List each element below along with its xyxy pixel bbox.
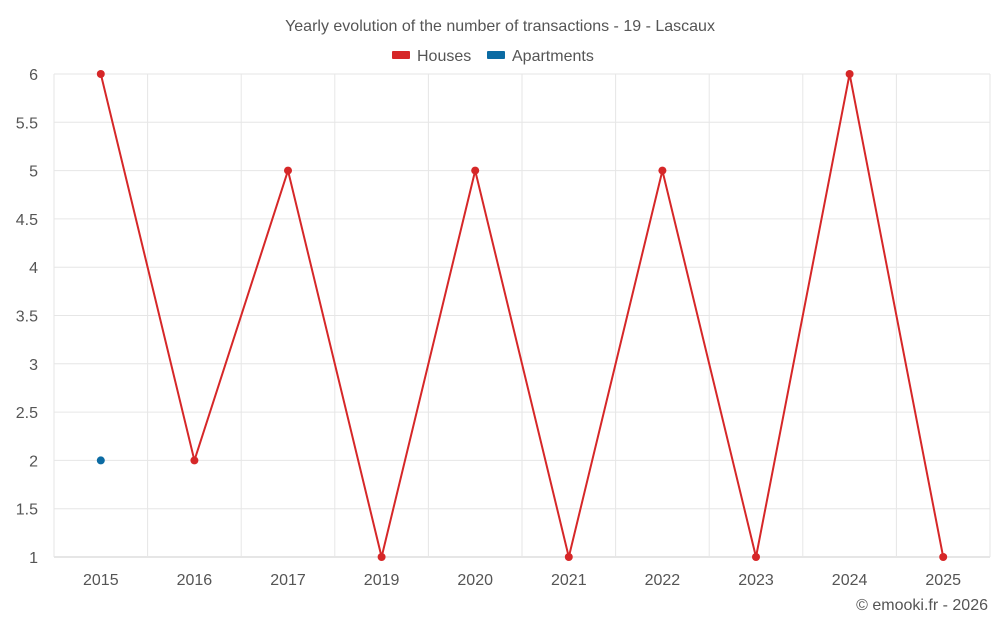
data-point-apartments-2015[interactable] bbox=[96, 456, 105, 465]
legend-label-apartments: Apartments bbox=[512, 48, 594, 65]
x-tick-label-2020: 2020 bbox=[457, 572, 493, 589]
y-tick-label: 3.5 bbox=[16, 309, 38, 326]
legend-item-houses[interactable]: Houses bbox=[392, 48, 471, 65]
legend-item-apartments[interactable]: Apartments bbox=[487, 48, 594, 65]
series-layer bbox=[96, 70, 948, 561]
x-tick-label-2019: 2019 bbox=[364, 572, 400, 589]
data-point-houses-2020[interactable] bbox=[471, 166, 480, 175]
legend-label-houses: Houses bbox=[417, 48, 471, 65]
y-tick-label: 1 bbox=[29, 550, 38, 567]
x-tick-label-2023: 2023 bbox=[738, 572, 774, 589]
y-axis: 1 1.5 2 2.5 3 3.5 4 4.5 5 5.5 6 bbox=[16, 67, 38, 567]
legend: Houses Apartments bbox=[392, 48, 594, 65]
x-tick-label-2015: 2015 bbox=[83, 572, 119, 589]
y-tick-label: 1.5 bbox=[16, 502, 38, 519]
x-tick-label-2024: 2024 bbox=[832, 572, 868, 589]
data-point-houses-2025[interactable] bbox=[939, 553, 948, 561]
legend-swatch-apartments bbox=[487, 51, 505, 59]
data-point-houses-2016[interactable] bbox=[190, 456, 199, 465]
y-tick-label: 4.5 bbox=[16, 212, 38, 229]
y-tick-label: 5 bbox=[29, 164, 38, 181]
data-point-houses-2019[interactable] bbox=[377, 553, 386, 561]
data-point-houses-2024[interactable] bbox=[845, 70, 854, 78]
grid bbox=[53, 73, 991, 558]
x-tick-label-2017: 2017 bbox=[270, 572, 306, 589]
y-tick-label: 5.5 bbox=[16, 115, 38, 132]
legend-swatch-houses bbox=[392, 51, 410, 59]
credit-text: © emooki.fr - 2026 bbox=[856, 597, 988, 614]
series-line-houses bbox=[99, 73, 945, 558]
y-tick-label: 2 bbox=[29, 453, 38, 470]
x-axis: 2015 2016 2017 2019 2020 2021 2022 2023 2024 2025 bbox=[83, 572, 961, 589]
y-tick-label: 4 bbox=[29, 260, 38, 277]
data-point-houses-2023[interactable] bbox=[752, 553, 760, 561]
data-point-houses-2022[interactable] bbox=[658, 166, 667, 175]
x-tick-label-2022: 2022 bbox=[645, 572, 681, 589]
data-point-houses-2017[interactable] bbox=[284, 166, 292, 175]
y-tick-label: 2.5 bbox=[16, 405, 38, 422]
data-point-houses-2021[interactable] bbox=[564, 553, 573, 561]
x-tick-label-2025: 2025 bbox=[925, 572, 961, 589]
x-tick-label-2016: 2016 bbox=[177, 572, 213, 589]
y-tick-label: 6 bbox=[29, 67, 38, 84]
y-tick-label: 3 bbox=[29, 357, 38, 374]
x-tick-label-2021: 2021 bbox=[551, 572, 587, 589]
chart-title: Yearly evolution of the number of transa… bbox=[285, 18, 715, 35]
data-point-houses-2015[interactable] bbox=[96, 70, 105, 78]
